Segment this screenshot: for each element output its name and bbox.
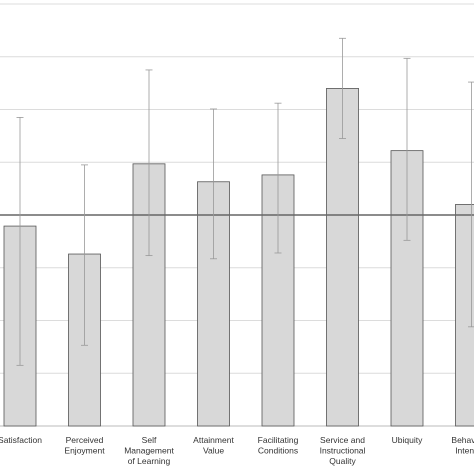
- bar: [197, 181, 230, 427]
- category-labels: Satisfaction Perceived Enjoyment Self Manage…: [0, 435, 474, 466]
- category-label-line: of Learning: [128, 456, 171, 466]
- category-label-line: Behavioral: [451, 435, 474, 445]
- category-label-line: Attainment: [193, 435, 234, 445]
- category-label-line: Service and: [320, 435, 365, 445]
- category-label: Self Management of Learning: [124, 435, 174, 466]
- category-label-line: Intention: [455, 446, 474, 456]
- bars: [3, 88, 474, 427]
- category-label: Ubiquity: [392, 435, 423, 445]
- category-label-line: Satisfaction: [0, 435, 42, 445]
- category-label-line: Quality: [329, 456, 356, 466]
- category-label: Satisfaction: [0, 435, 42, 445]
- category-label: Service and Instructional Quality: [320, 435, 366, 466]
- category-label: BehavioralIntention: [451, 435, 474, 456]
- category-label-line: Perceived: [66, 435, 104, 445]
- category-label-line: Ubiquity: [392, 435, 423, 445]
- category-label-line: Facilitating: [258, 435, 299, 445]
- category-label: Perceived Enjoyment: [64, 435, 105, 456]
- category-label-line: Management: [124, 446, 174, 456]
- category-label-line: Conditions: [258, 446, 298, 456]
- category-label-line: Instructional: [320, 446, 366, 456]
- category-label-line: Value: [203, 446, 224, 456]
- bar: [326, 88, 359, 427]
- category-label: Attainment Value: [193, 435, 234, 456]
- category-label-line: Enjoyment: [64, 446, 105, 456]
- category-label-line: Self: [142, 435, 157, 445]
- category-label: Facilitating Conditions: [258, 435, 299, 456]
- error-bars: [16, 37, 474, 366]
